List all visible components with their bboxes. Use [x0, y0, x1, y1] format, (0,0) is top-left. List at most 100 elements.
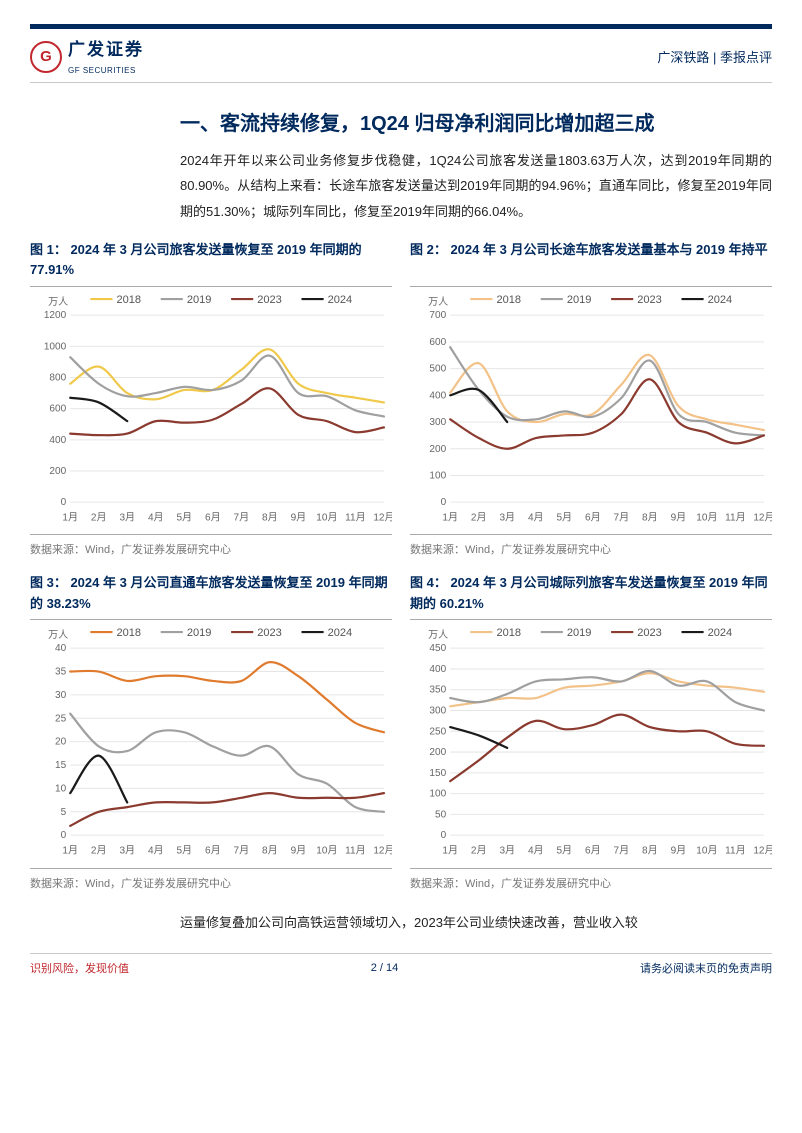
chart-4: 图 4： 2024 年 3 月公司城际列旅客车发送量恢复至 2019 年同期的 … [410, 573, 772, 890]
chart-2-source: 数据来源：Wind，广发证券发展研究中心 [410, 534, 772, 557]
svg-text:300: 300 [429, 706, 446, 717]
chart-1-source: 数据来源：Wind，广发证券发展研究中心 [30, 534, 392, 557]
svg-text:5月: 5月 [176, 511, 192, 523]
svg-text:200: 200 [429, 747, 446, 758]
svg-text:2月: 2月 [91, 511, 107, 523]
svg-text:0: 0 [441, 831, 447, 842]
svg-text:9月: 9月 [671, 845, 687, 857]
svg-text:2024: 2024 [708, 294, 733, 306]
svg-text:10月: 10月 [316, 511, 337, 523]
svg-text:7月: 7月 [614, 845, 630, 857]
chart-2-svg: 01002003004005006007001月2月3月4月5月6月7月8月9月… [410, 287, 772, 528]
svg-text:50: 50 [435, 810, 447, 821]
svg-text:万人: 万人 [48, 629, 68, 641]
svg-text:400: 400 [429, 390, 446, 401]
document-title: 广深铁路 | 季报点评 [657, 47, 772, 66]
page-footer: 识别风险，发现价值 2 / 14 请务必阅读末页的免责声明 [30, 953, 772, 976]
svg-text:3月: 3月 [499, 845, 515, 857]
svg-text:11月: 11月 [725, 845, 745, 857]
svg-text:4月: 4月 [528, 511, 544, 523]
svg-text:350: 350 [429, 685, 446, 696]
svg-text:0: 0 [61, 497, 67, 508]
svg-text:2月: 2月 [471, 845, 487, 857]
svg-text:10月: 10月 [696, 845, 717, 857]
svg-text:1000: 1000 [44, 341, 67, 352]
svg-text:1月: 1月 [442, 845, 458, 857]
svg-text:800: 800 [49, 373, 66, 384]
svg-text:15: 15 [55, 760, 67, 771]
svg-text:12月: 12月 [373, 511, 392, 523]
chart-1-svg: 0200400600800100012001月2月3月4月5月6月7月8月9月1… [30, 287, 392, 528]
svg-text:2023: 2023 [637, 627, 662, 639]
svg-text:0: 0 [61, 831, 67, 842]
chart-3-svg: 05101520253035401月2月3月4月5月6月7月8月9月10月11月… [30, 620, 392, 861]
chart-3-title: 图 3： 2024 年 3 月公司直通车旅客发送量恢复至 2019 年同期的 3… [30, 573, 392, 620]
svg-text:400: 400 [429, 664, 446, 675]
svg-text:2023: 2023 [257, 627, 282, 639]
section-heading: 一、客流持续修复，1Q24 归母净利润同比增加超三成 [180, 107, 772, 136]
svg-text:5月: 5月 [556, 845, 572, 857]
svg-text:6月: 6月 [205, 845, 221, 857]
svg-text:8月: 8月 [262, 845, 278, 857]
svg-text:20: 20 [55, 737, 67, 748]
svg-text:40: 40 [55, 644, 67, 655]
logo: G 广发证券 GF SECURITIES [30, 35, 144, 78]
chart-4-svg: 0501001502002503003504004501月2月3月4月5月6月7… [410, 620, 772, 861]
svg-text:6月: 6月 [205, 511, 221, 523]
svg-text:2018: 2018 [496, 294, 521, 306]
footer-page-number: 2 / 14 [371, 962, 399, 974]
logo-text-cn: 广发证券 [68, 40, 144, 59]
svg-text:200: 200 [49, 466, 66, 477]
svg-text:12月: 12月 [373, 845, 392, 857]
svg-text:7月: 7月 [234, 511, 250, 523]
svg-text:2月: 2月 [91, 845, 107, 857]
svg-text:0: 0 [441, 497, 447, 508]
svg-text:300: 300 [429, 417, 446, 428]
svg-text:3月: 3月 [499, 511, 515, 523]
svg-text:12月: 12月 [753, 511, 772, 523]
chart-4-source: 数据来源：Wind，广发证券发展研究中心 [410, 868, 772, 891]
chart-grid: 图 1： 2024 年 3 月公司旅客发送量恢复至 2019 年同期的 77.9… [30, 240, 772, 891]
svg-text:9月: 9月 [291, 511, 307, 523]
svg-text:200: 200 [429, 444, 446, 455]
svg-text:2023: 2023 [257, 294, 282, 306]
svg-text:9月: 9月 [291, 845, 307, 857]
svg-text:500: 500 [429, 364, 446, 375]
svg-text:9月: 9月 [671, 511, 687, 523]
chart-3-source: 数据来源：Wind，广发证券发展研究中心 [30, 868, 392, 891]
svg-text:2024: 2024 [708, 627, 733, 639]
svg-text:150: 150 [429, 768, 446, 779]
footer-right: 请务必阅读末页的免责声明 [640, 960, 772, 976]
svg-text:万人: 万人 [48, 296, 68, 308]
svg-text:8月: 8月 [262, 511, 278, 523]
svg-text:5: 5 [61, 807, 67, 818]
svg-text:2018: 2018 [496, 627, 521, 639]
svg-text:6月: 6月 [585, 511, 601, 523]
svg-text:2019: 2019 [567, 294, 592, 306]
svg-text:11月: 11月 [345, 511, 365, 523]
svg-text:10: 10 [55, 784, 67, 795]
chart-2: 图 2： 2024 年 3 月公司长途车旅客发送量基本与 2019 年持平 0 10… [410, 240, 772, 557]
chart-1-title: 图 1： 2024 年 3 月公司旅客发送量恢复至 2019 年同期的 77.9… [30, 240, 392, 287]
svg-text:万人: 万人 [428, 629, 448, 641]
svg-text:25: 25 [55, 714, 67, 725]
svg-text:700: 700 [429, 310, 446, 321]
svg-text:600: 600 [429, 337, 446, 348]
svg-text:450: 450 [429, 644, 446, 655]
chart-1: 图 1： 2024 年 3 月公司旅客发送量恢复至 2019 年同期的 77.9… [30, 240, 392, 557]
closing-paragraph: 运量修复叠加公司向高铁运营领域切入，2023年公司业绩快速改善，营业收入较 [180, 911, 772, 936]
svg-text:400: 400 [49, 435, 66, 446]
svg-text:3月: 3月 [119, 511, 135, 523]
svg-text:35: 35 [55, 667, 67, 678]
svg-text:2月: 2月 [471, 511, 487, 523]
intro-paragraph: 2024年开年以来公司业务修复步伐稳健，1Q24公司旅客发送量1803.63万人… [180, 148, 772, 224]
svg-text:2023: 2023 [637, 294, 662, 306]
chart-2-title: 图 2： 2024 年 3 月公司长途车旅客发送量基本与 2019 年持平 [410, 240, 772, 287]
svg-text:10月: 10月 [696, 511, 717, 523]
svg-text:6月: 6月 [585, 845, 601, 857]
svg-text:万人: 万人 [428, 296, 448, 308]
svg-text:2018: 2018 [116, 627, 141, 639]
svg-text:2019: 2019 [567, 627, 592, 639]
svg-text:5月: 5月 [176, 845, 192, 857]
svg-text:1月: 1月 [62, 845, 78, 857]
